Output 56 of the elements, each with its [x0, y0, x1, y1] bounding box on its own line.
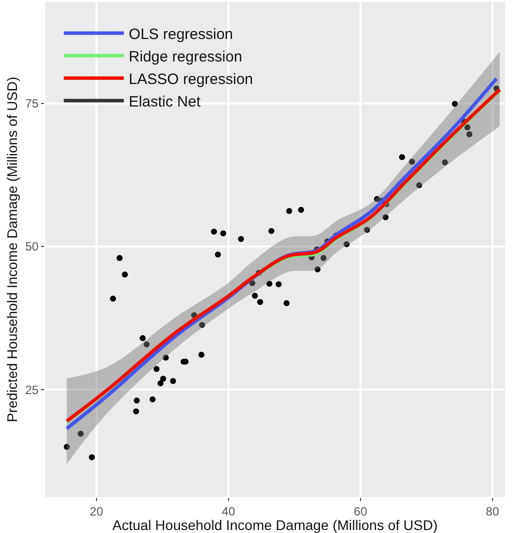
point [314, 266, 321, 272]
point [374, 196, 380, 202]
point [257, 299, 264, 306]
point [466, 131, 472, 138]
point [320, 254, 327, 261]
y-tick-label: 50 [25, 240, 39, 254]
x-axis-title: Actual Household Income Damage (Millions of USD) [112, 517, 438, 533]
point [416, 182, 422, 188]
point [286, 208, 292, 214]
point [160, 376, 166, 382]
point [364, 226, 370, 233]
point [408, 158, 415, 165]
point [252, 292, 258, 299]
point [382, 214, 389, 220]
point [88, 454, 95, 460]
point [284, 300, 290, 306]
x-tick-label: 60 [354, 504, 368, 518]
point [78, 430, 84, 437]
x-tick-label: 20 [90, 504, 104, 518]
point [154, 366, 160, 372]
point [170, 378, 176, 384]
point [199, 322, 206, 328]
point [220, 230, 226, 236]
point [110, 296, 116, 302]
legend-label: Elastic Net [128, 93, 202, 110]
point [64, 444, 70, 450]
point [464, 124, 470, 130]
x-tick-label: 80 [486, 504, 500, 518]
point [198, 352, 204, 358]
point [133, 408, 140, 414]
point [157, 380, 164, 386]
point [344, 241, 350, 248]
point [276, 281, 282, 288]
point [122, 272, 128, 278]
point [162, 354, 169, 361]
point [452, 100, 458, 107]
point [150, 396, 156, 402]
legend-label: Ridge regression [128, 48, 242, 66]
point [266, 280, 272, 287]
point [399, 154, 406, 160]
x-tick-label: 40 [222, 504, 236, 518]
point [140, 335, 146, 342]
point [134, 398, 140, 404]
point [214, 252, 221, 258]
point [144, 341, 150, 348]
point [210, 228, 217, 235]
point [268, 228, 274, 234]
legend-label: OLS regression [128, 26, 234, 43]
point [238, 236, 244, 242]
point [298, 206, 304, 213]
y-tick-label: 75 [25, 96, 39, 111]
point [442, 159, 448, 166]
point [116, 254, 123, 261]
y-tick-label: 25 [25, 382, 39, 397]
legend-label: LASSO regression [128, 70, 254, 88]
y-axis-title: Predicted Household Income Damage (Millions of USD) [4, 76, 20, 422]
